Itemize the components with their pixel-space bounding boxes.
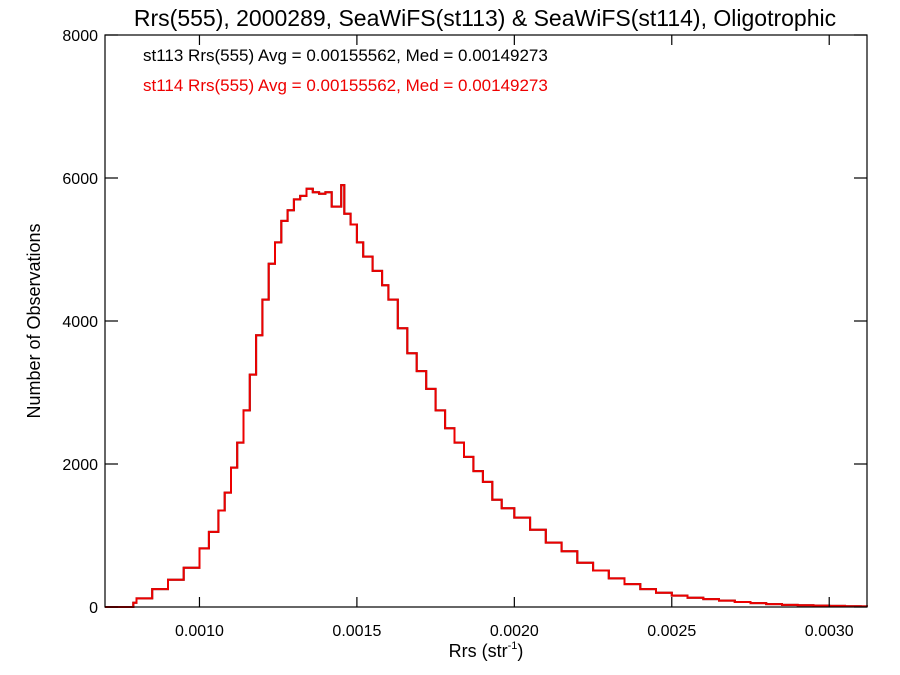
x-axis-label: Rrs (str-1) [449,640,524,661]
series-line-st114 [105,184,868,608]
y-axis-label: Number of Observations [24,223,44,418]
y-tick-label: 2000 [62,457,98,474]
x-tick-label: 0.0020 [490,623,539,640]
x-tick-label: 0.0030 [805,623,854,640]
x-tick-label: 0.0015 [332,623,381,640]
annotation-st114: st114 Rrs(555) Avg = 0.00155562, Med = 0… [143,76,548,95]
y-axis-ticks: 0 2000 4000 6000 8000 [62,28,867,617]
y-tick-label: 0 [89,600,98,617]
y-tick-label: 8000 [62,28,98,45]
x-axis-label-superscript: -1 [508,640,518,652]
x-tick-label: 0.0010 [175,623,224,640]
series-layer [105,184,868,608]
chart-title: Rrs(555), 2000289, SeaWiFS(st113) & SeaW… [134,5,836,31]
x-tick-label: 0.0025 [647,623,696,640]
x-axis-ticks: 0.0010 0.0015 0.0020 0.0025 0.0030 [175,35,854,640]
y-tick-label: 4000 [62,314,98,331]
annotation-st113: st113 Rrs(555) Avg = 0.00155562, Med = 0… [143,46,548,65]
y-tick-label: 6000 [62,171,98,188]
